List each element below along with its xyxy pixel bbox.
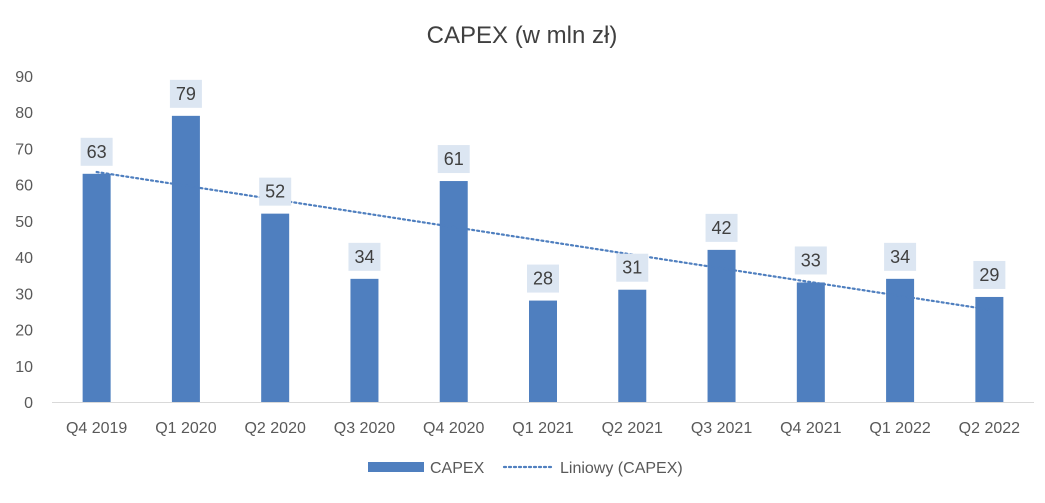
data-labels: 63 79 52 34 61 28 31 42 33 34 29 (80, 79, 1006, 293)
data-label-box (705, 213, 738, 242)
data-label: 52 (265, 182, 285, 202)
bar-series (82, 115, 1004, 402)
data-label: 63 (87, 142, 107, 162)
bar (529, 300, 557, 402)
x-tick-label: Q2 2021 (602, 420, 663, 437)
bar (975, 296, 1004, 402)
y-tick-label: 80 (15, 105, 33, 122)
data-label: 79 (176, 84, 196, 104)
legend: CAPEX Liniowy (CAPEX) (368, 460, 683, 477)
bar (439, 181, 468, 402)
bar (618, 289, 647, 402)
data-label-box (884, 242, 917, 271)
bar (707, 249, 736, 402)
x-tick-label: Q2 2020 (244, 420, 305, 437)
data-label: 34 (354, 247, 374, 267)
y-tick-label: 0 (24, 395, 33, 412)
data-label: 33 (801, 250, 821, 270)
y-tick-label: 40 (15, 250, 33, 267)
y-tick-label: 70 (15, 141, 33, 158)
data-label-box (527, 264, 559, 293)
legend-label-capex: CAPEX (430, 460, 485, 477)
y-tick-label: 10 (15, 359, 33, 376)
x-tick-label: Q1 2022 (869, 420, 930, 437)
bar (171, 115, 200, 402)
y-tick-label: 60 (15, 178, 33, 195)
data-label-box (794, 246, 827, 275)
y-tick-label: 90 (15, 69, 33, 86)
legend-label-trendline: Liniowy (CAPEX) (560, 460, 683, 477)
data-label-box (259, 177, 292, 206)
x-tick-label: Q3 2020 (334, 420, 395, 437)
x-tick-label: Q4 2020 (423, 420, 484, 437)
bar (350, 278, 379, 402)
data-label-box (437, 145, 470, 174)
data-label: 29 (979, 265, 999, 285)
bar (261, 213, 290, 402)
data-label-box (616, 253, 649, 282)
x-tick-label: Q2 2022 (959, 420, 1020, 437)
bar (82, 173, 111, 402)
y-tick-label: 30 (15, 286, 33, 303)
data-label: 42 (712, 218, 732, 238)
legend-swatch-capex (368, 462, 424, 472)
bar (886, 278, 915, 402)
x-tick-label: Q3 2021 (691, 420, 752, 437)
x-tick-label: Q4 2019 (66, 420, 127, 437)
y-tick-label: 50 (15, 214, 33, 231)
chart-title: CAPEX (w mln zł) (427, 22, 618, 49)
x-tick-label: Q4 2021 (780, 420, 841, 437)
data-label: 34 (890, 247, 910, 267)
x-axis: Q4 2019 Q1 2020 Q2 2020 Q3 2020 Q4 2020 Q1 20… (52, 402, 1034, 437)
y-tick-label: 20 (15, 323, 33, 340)
trendline-path (95, 170, 991, 311)
y-axis: 0 10 20 30 40 50 60 70 80 90 (15, 69, 33, 412)
trendline (95, 170, 991, 311)
data-label: 31 (622, 258, 642, 278)
x-tick-label: Q1 2020 (155, 420, 216, 437)
data-label-box (80, 137, 113, 166)
x-tick-label: Q1 2021 (512, 420, 573, 437)
bar (796, 282, 825, 402)
data-label: 28 (533, 269, 553, 289)
data-label-box (973, 260, 1006, 289)
data-label-box (348, 242, 381, 271)
data-label: 61 (444, 149, 464, 169)
data-label-box (169, 79, 202, 108)
